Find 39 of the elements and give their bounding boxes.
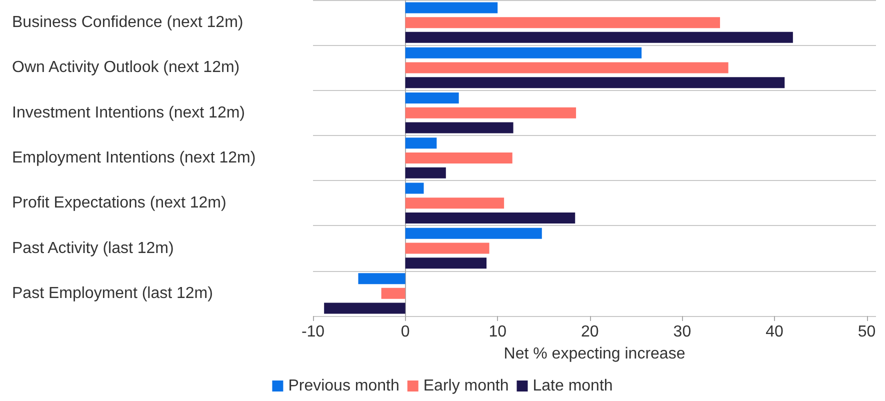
legend-label: Previous month: [288, 378, 400, 394]
bar: [405, 242, 490, 254]
bar: [405, 17, 720, 28]
x-axis-title: Net % expecting increase: [504, 346, 686, 362]
bar: [405, 258, 487, 269]
bar: [405, 32, 793, 43]
x-tick-label: 20: [580, 324, 599, 340]
y-tick-label: Past Activity (last 12m): [12, 240, 174, 257]
y-tick-label: Own Activity Outlook (next 12m): [12, 59, 240, 76]
x-tick-label: 0: [400, 324, 410, 340]
bar: [381, 288, 406, 299]
bar: [405, 107, 576, 118]
bar: [405, 152, 512, 164]
y-tick-label: Employment Intentions (next 12m): [12, 150, 256, 166]
x-tick-label: -10: [301, 324, 325, 340]
bar: [405, 92, 459, 104]
x-tick-label: 50: [858, 324, 876, 340]
y-tick-label: Past Employment (last 12m): [12, 284, 213, 302]
bar: [405, 47, 642, 58]
bar: [405, 77, 785, 88]
bar: [405, 2, 498, 14]
x-tick-label: 30: [673, 324, 692, 340]
bar: [405, 62, 728, 74]
legend-label: Late month: [532, 378, 613, 394]
legend-label: Early month: [423, 378, 509, 394]
bar: [405, 167, 446, 178]
bar: [405, 212, 576, 224]
bar: [405, 138, 437, 149]
bar: [358, 273, 406, 284]
bar: [405, 198, 504, 209]
y-tick-label: Investment Intentions (next 12m): [12, 104, 245, 122]
bar: [405, 228, 542, 239]
bar: [405, 182, 424, 194]
x-tick-label: 10: [488, 324, 507, 340]
y-tick-label: Business Confidence (next 12m): [12, 14, 244, 32]
bar: [405, 122, 514, 134]
bar: [324, 302, 406, 314]
y-tick-label: Profit Expectations (next 12m): [12, 194, 226, 212]
x-tick-label: 40: [766, 324, 784, 340]
